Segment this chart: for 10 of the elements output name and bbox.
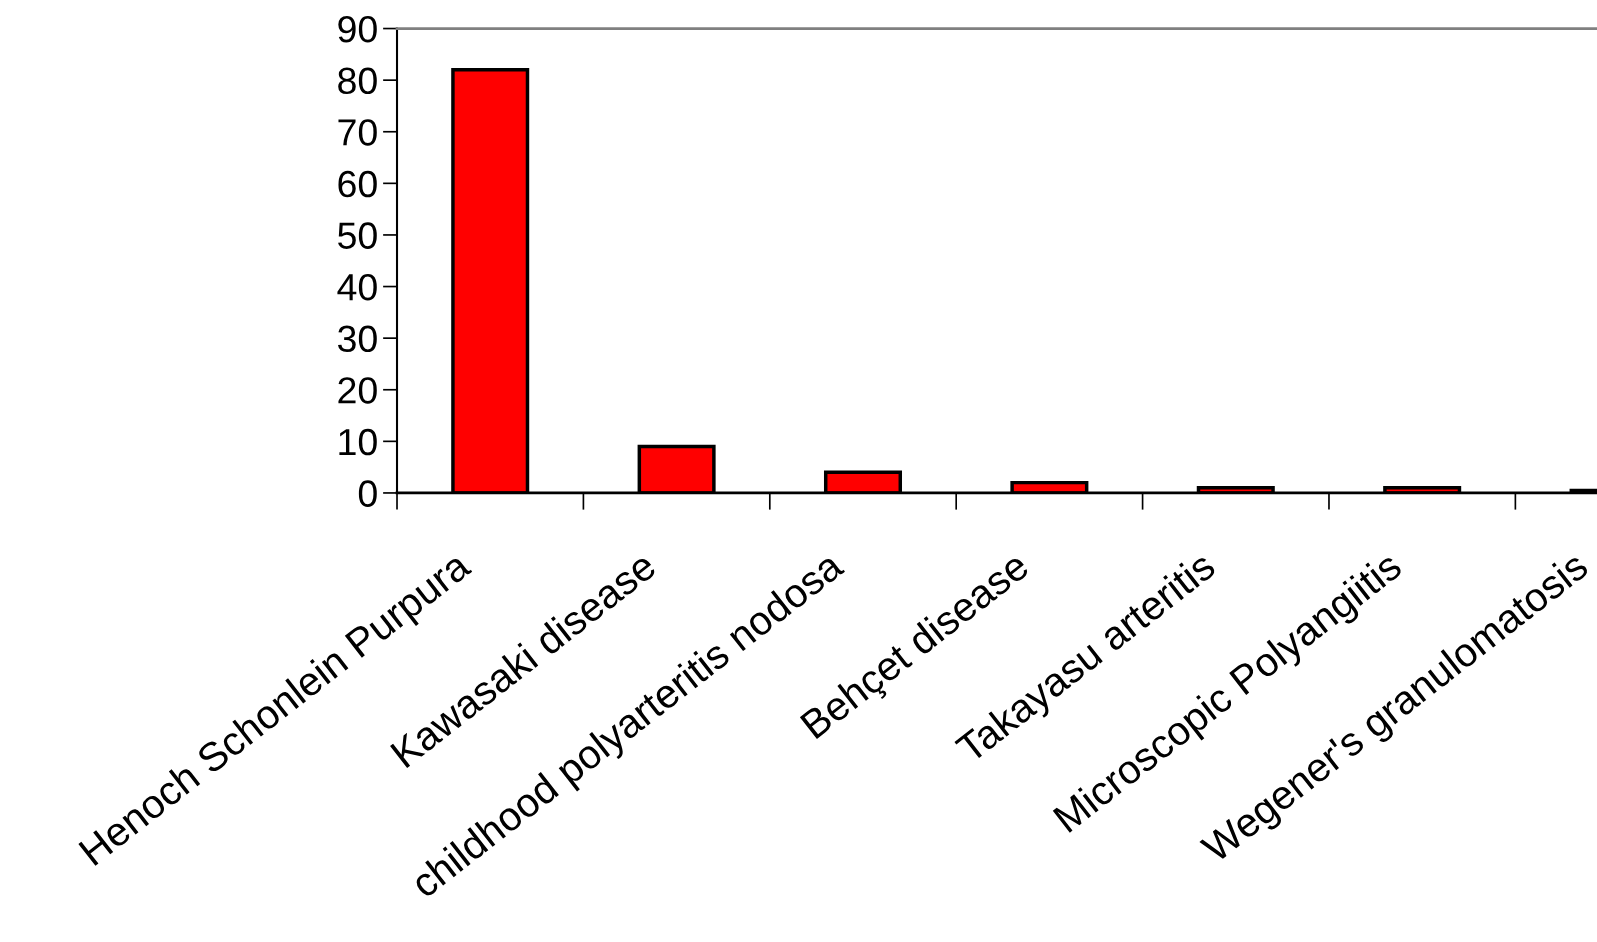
y-tick-label: 10 xyxy=(339,428,377,456)
y-tick-label: 60 xyxy=(338,170,377,198)
y-tick-label: 20 xyxy=(338,377,377,404)
y-tick-label: 0 xyxy=(358,480,377,507)
y-tick-label: 40 xyxy=(337,273,377,301)
y-tick-label: 80 xyxy=(338,67,377,95)
y-tick-label: 50 xyxy=(338,222,377,249)
y-tick-label: 90 xyxy=(338,15,377,43)
y-tick-label: 30 xyxy=(337,325,377,353)
y-tick-label: 70 xyxy=(338,119,377,146)
